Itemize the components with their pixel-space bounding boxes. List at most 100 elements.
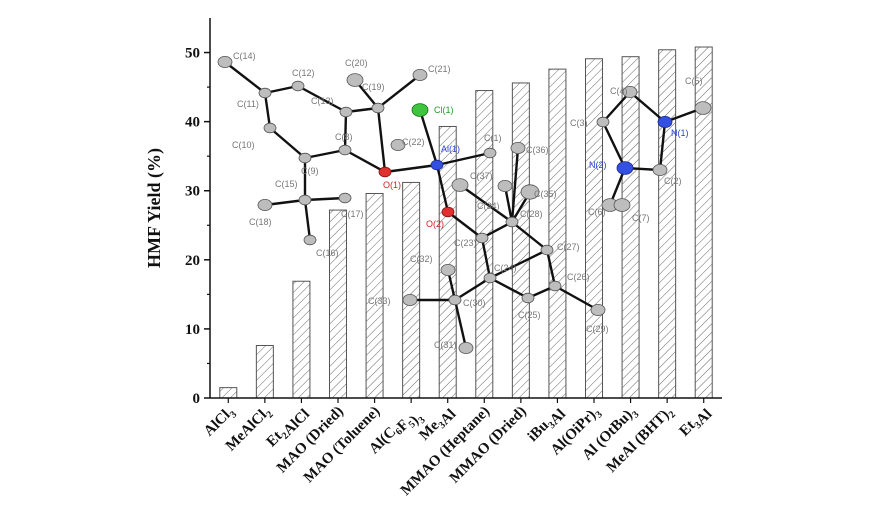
atom-label: C(22) — [402, 137, 425, 147]
atom-label: C(30) — [463, 298, 486, 308]
atom-label: C(10) — [232, 140, 255, 150]
bar — [219, 387, 238, 399]
molecular-structure-left: C(14) C(12) C(20) C(21) C(11) C(13) C(19) Cl(1)… — [217, 51, 609, 354]
bond — [435, 163, 450, 214]
atom-label: C(15) — [275, 179, 298, 189]
atom-label: C(11) — [237, 99, 259, 109]
atom-label: C(5) — [685, 76, 703, 86]
atom-label: C(35) — [534, 189, 557, 199]
bond — [601, 90, 632, 124]
bond — [658, 120, 667, 172]
atom-label: C(17) — [341, 209, 364, 219]
atom-ellipsoid — [540, 244, 554, 256]
y-axis-title: HMF Yield (%) — [144, 148, 165, 268]
atom-ellipsoid — [510, 141, 526, 154]
bond — [223, 60, 267, 95]
atom-ellipsoid — [483, 272, 497, 284]
atom-ellipsoid — [411, 103, 429, 117]
bond — [480, 236, 492, 280]
atom-label: C(27) — [557, 242, 580, 252]
bond — [503, 184, 514, 224]
atom-label: C(31) — [434, 340, 457, 350]
atom-ellipsoid — [451, 178, 469, 192]
atom-ellipsoid — [440, 263, 456, 276]
bond — [376, 106, 387, 174]
x-category-label: MeAl (BHT)2 — [604, 404, 678, 478]
bond — [553, 284, 600, 312]
atom-ellipsoid — [652, 163, 668, 176]
atom-ellipsoid — [346, 73, 364, 87]
atom-label: C(7) — [632, 213, 650, 223]
bar — [694, 46, 713, 399]
atom-label: C(25) — [518, 310, 541, 320]
atom-ellipsoid — [616, 161, 634, 175]
atom-label: C(32) — [410, 254, 433, 264]
atom-label: C(6) — [588, 207, 606, 217]
atom-ellipsoid — [590, 303, 606, 316]
atom-ellipsoid — [338, 192, 352, 204]
atom-label: C(23) — [454, 238, 477, 248]
atom-ellipsoid — [390, 138, 406, 151]
atom-ellipsoid — [521, 292, 535, 304]
atom-label: N(2) — [589, 160, 607, 170]
bond — [510, 220, 549, 252]
y-tick-label: 50 — [185, 46, 200, 62]
atom-label: C(26) — [567, 272, 590, 282]
bond — [488, 248, 549, 280]
atom-ellipsoid — [458, 341, 474, 354]
atom-ellipsoid — [430, 159, 444, 171]
y-tick-label: 0 — [193, 391, 201, 407]
bond — [458, 183, 514, 224]
atom-label: C(4) — [610, 86, 628, 96]
atom-ellipsoid — [257, 198, 273, 211]
y-tick-label: 30 — [185, 184, 200, 200]
atom-ellipsoid — [339, 106, 353, 118]
bond — [343, 148, 387, 174]
atom-label: O(1) — [383, 180, 401, 190]
atom-ellipsoid — [505, 216, 519, 228]
atom-label: C(3) — [570, 118, 588, 128]
atom-ellipsoid — [694, 101, 712, 115]
bond — [343, 110, 348, 152]
bar — [292, 280, 311, 399]
y-ticks-layer: 0 10 20 30 40 50 — [185, 46, 210, 407]
atom-label: C(29) — [586, 324, 609, 334]
bond — [268, 126, 307, 160]
atom-label: N(1) — [671, 128, 689, 138]
atom-ellipsoid — [613, 198, 631, 212]
atom-ellipsoid — [402, 293, 418, 306]
bar — [402, 181, 421, 399]
atom-ellipsoid — [520, 184, 540, 200]
molecular-structure-right: C(4) C(5) C(3) N(1) N(2) C(2) C(6) C(7) — [570, 76, 712, 223]
atom-label: C(1) — [484, 133, 502, 143]
atom-label: C(16) — [316, 248, 339, 258]
bond — [446, 210, 484, 240]
atom-ellipsoid — [263, 122, 277, 134]
bar — [621, 56, 640, 399]
bond — [601, 120, 627, 170]
bar — [329, 209, 347, 399]
bond — [488, 276, 530, 300]
bond — [296, 84, 348, 114]
atom-label: Cl(1) — [434, 105, 454, 115]
bond — [303, 196, 347, 202]
bond — [376, 73, 422, 110]
atom-label: C(21) — [428, 64, 451, 74]
x-ticks-layer — [227, 398, 705, 403]
bond — [418, 108, 439, 167]
atom-label: C(13) — [311, 96, 334, 106]
bar — [585, 58, 603, 399]
atom-label: C(20) — [345, 58, 368, 68]
bar — [511, 82, 530, 399]
x-category-label: Et3Al — [676, 404, 715, 443]
bar — [658, 49, 677, 399]
atom-ellipsoid — [217, 56, 233, 69]
atom-ellipsoid — [596, 116, 610, 128]
bond — [628, 90, 667, 124]
bond — [453, 276, 492, 302]
atom-label: C(24) — [494, 263, 517, 273]
atom-label: C(33) — [368, 296, 391, 306]
bar — [255, 344, 274, 399]
